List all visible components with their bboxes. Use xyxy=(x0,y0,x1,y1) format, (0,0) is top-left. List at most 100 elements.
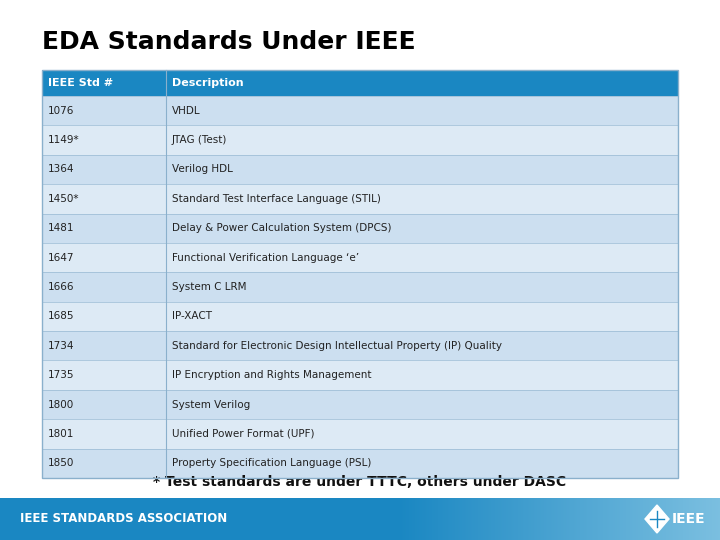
Bar xyxy=(442,498,444,540)
Bar xyxy=(471,498,472,540)
Bar xyxy=(688,498,690,540)
Bar xyxy=(601,498,603,540)
Bar xyxy=(42,272,678,302)
Bar xyxy=(495,498,497,540)
Bar xyxy=(530,498,531,540)
Bar xyxy=(42,361,678,390)
Bar xyxy=(527,498,528,540)
Bar xyxy=(568,498,570,540)
Bar xyxy=(465,498,467,540)
Bar xyxy=(517,498,518,540)
Bar xyxy=(494,498,495,540)
Text: VHDL: VHDL xyxy=(172,106,201,116)
Bar xyxy=(613,498,614,540)
Text: 1735: 1735 xyxy=(48,370,74,380)
Bar xyxy=(42,331,678,361)
Bar xyxy=(501,498,503,540)
Bar xyxy=(507,498,508,540)
Bar xyxy=(658,498,660,540)
Bar xyxy=(456,498,457,540)
Bar xyxy=(630,498,631,540)
Bar xyxy=(448,498,449,540)
Bar xyxy=(551,498,552,540)
Bar xyxy=(554,498,556,540)
Bar xyxy=(584,498,585,540)
Bar xyxy=(645,498,647,540)
Bar xyxy=(655,498,657,540)
Bar xyxy=(704,498,706,540)
Bar xyxy=(427,498,428,540)
Bar xyxy=(663,498,665,540)
Bar xyxy=(577,498,578,540)
Bar xyxy=(540,498,541,540)
Bar xyxy=(444,498,446,540)
Bar xyxy=(604,498,606,540)
Bar xyxy=(463,498,464,540)
Bar xyxy=(451,498,452,540)
Bar xyxy=(461,498,462,540)
Bar xyxy=(676,498,678,540)
Bar xyxy=(673,498,675,540)
Bar xyxy=(593,498,595,540)
Bar xyxy=(561,498,562,540)
Bar xyxy=(602,498,603,540)
Bar xyxy=(418,498,420,540)
Bar xyxy=(578,498,580,540)
Bar xyxy=(715,498,716,540)
Bar xyxy=(420,498,421,540)
Text: IP Encryption and Rights Management: IP Encryption and Rights Management xyxy=(172,370,372,380)
Bar xyxy=(640,498,642,540)
Bar xyxy=(419,498,420,540)
Text: IP-XACT: IP-XACT xyxy=(172,312,212,321)
Bar xyxy=(638,498,639,540)
Bar xyxy=(440,498,441,540)
Bar xyxy=(681,498,683,540)
Bar xyxy=(0,498,400,540)
Bar xyxy=(438,498,439,540)
Bar xyxy=(479,498,480,540)
Bar xyxy=(707,498,708,540)
Bar xyxy=(631,498,632,540)
Bar xyxy=(433,498,434,540)
Bar xyxy=(709,498,711,540)
Text: IEEE Std #: IEEE Std # xyxy=(48,78,113,88)
Bar xyxy=(585,498,587,540)
Bar xyxy=(446,498,448,540)
Bar xyxy=(445,498,446,540)
Bar xyxy=(669,498,670,540)
Bar xyxy=(714,498,716,540)
Bar xyxy=(660,498,662,540)
Bar xyxy=(649,498,650,540)
Bar xyxy=(484,498,485,540)
Bar xyxy=(432,498,433,540)
Bar xyxy=(417,498,418,540)
Text: Unified Power Format (UPF): Unified Power Format (UPF) xyxy=(172,429,315,439)
Bar xyxy=(459,498,461,540)
Bar xyxy=(543,498,544,540)
Bar xyxy=(684,498,685,540)
Bar xyxy=(443,498,444,540)
Bar xyxy=(703,498,704,540)
Bar xyxy=(408,498,410,540)
Text: 1076: 1076 xyxy=(48,106,74,116)
Bar xyxy=(661,498,662,540)
Text: 1850: 1850 xyxy=(48,458,74,468)
Text: 1647: 1647 xyxy=(48,253,74,262)
Bar xyxy=(697,498,698,540)
Text: Delay & Power Calculation System (DPCS): Delay & Power Calculation System (DPCS) xyxy=(172,223,392,233)
Text: Standard Test Interface Language (STIL): Standard Test Interface Language (STIL) xyxy=(172,194,381,204)
Bar xyxy=(525,498,526,540)
Bar xyxy=(552,498,554,540)
Bar xyxy=(541,498,542,540)
Bar xyxy=(702,498,703,540)
Bar xyxy=(637,498,639,540)
Bar xyxy=(574,498,575,540)
Bar xyxy=(634,498,636,540)
Bar xyxy=(674,498,675,540)
Bar xyxy=(466,498,467,540)
Bar xyxy=(657,498,659,540)
Text: EDA Standards Under IEEE: EDA Standards Under IEEE xyxy=(42,30,415,54)
Bar xyxy=(567,498,569,540)
Bar xyxy=(589,498,590,540)
Bar xyxy=(608,498,610,540)
